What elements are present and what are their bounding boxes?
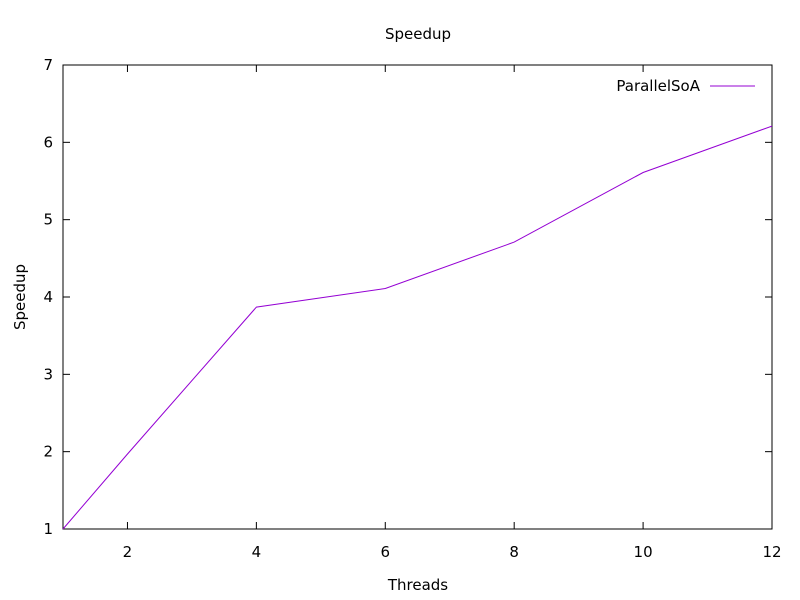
y-tick-label: 2: [43, 443, 53, 461]
y-tick-label: 5: [43, 211, 53, 229]
x-tick-label: 8: [509, 543, 519, 561]
series-layer: [62, 125, 773, 530]
y-tick-label: 7: [43, 56, 53, 74]
y-tick-label: 1: [43, 520, 53, 538]
x-axis-ticks: 2 4 6 8 10 12: [123, 65, 782, 561]
legend-label-parallelsoa: ParallelSoA: [616, 77, 700, 95]
y-tick-label: 3: [43, 365, 53, 383]
x-axis-label: Threads: [387, 576, 448, 594]
x-tick-label: 10: [634, 543, 653, 561]
x-tick-label: 6: [380, 543, 390, 561]
y-axis-ticks: 1 2 3 4 5 6 7: [43, 56, 772, 538]
y-tick-label: 6: [43, 133, 53, 151]
x-tick-label: 4: [252, 543, 262, 561]
x-tick-label: 2: [123, 543, 133, 561]
plot-area-frame: [62, 64, 773, 530]
y-tick-label: 4: [43, 288, 53, 306]
y-axis-label: Speedup: [11, 264, 29, 330]
x-tick-label: 12: [762, 543, 781, 561]
chart-title: Speedup: [385, 25, 451, 43]
legend: ParallelSoA: [616, 77, 755, 95]
series-line-parallelsoa: [62, 125, 773, 530]
